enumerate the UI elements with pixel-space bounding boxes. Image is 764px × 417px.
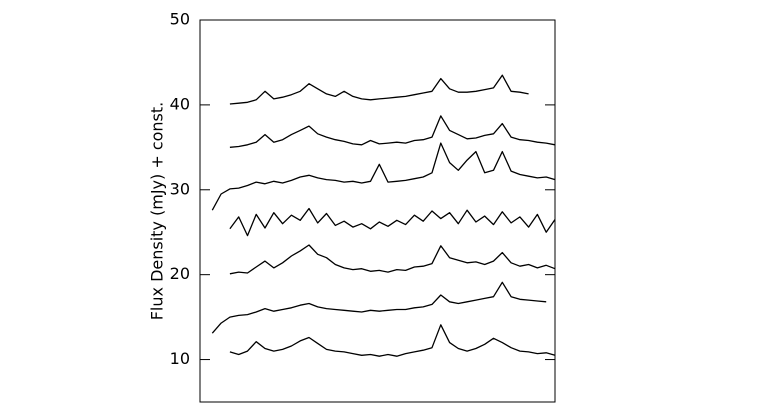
spectrum-line: [211, 281, 547, 334]
spectrum-line: [229, 324, 556, 357]
y-tick-label: 20: [170, 264, 190, 283]
y-tick-label: 10: [170, 349, 190, 368]
y-tick-label: 40: [170, 94, 190, 113]
plot-frame: [199, 19, 556, 403]
y-tick-label: 30: [170, 179, 190, 198]
y-tick-label: 50: [170, 10, 190, 29]
spectrum-line: [211, 142, 556, 211]
spectrum-line: [229, 115, 556, 148]
spectrum-line: [229, 244, 556, 275]
y-axis-label: Flux Density (mJy) + const.: [148, 102, 167, 321]
spectrum-line: [229, 74, 529, 105]
spectrum-line: [229, 207, 556, 237]
